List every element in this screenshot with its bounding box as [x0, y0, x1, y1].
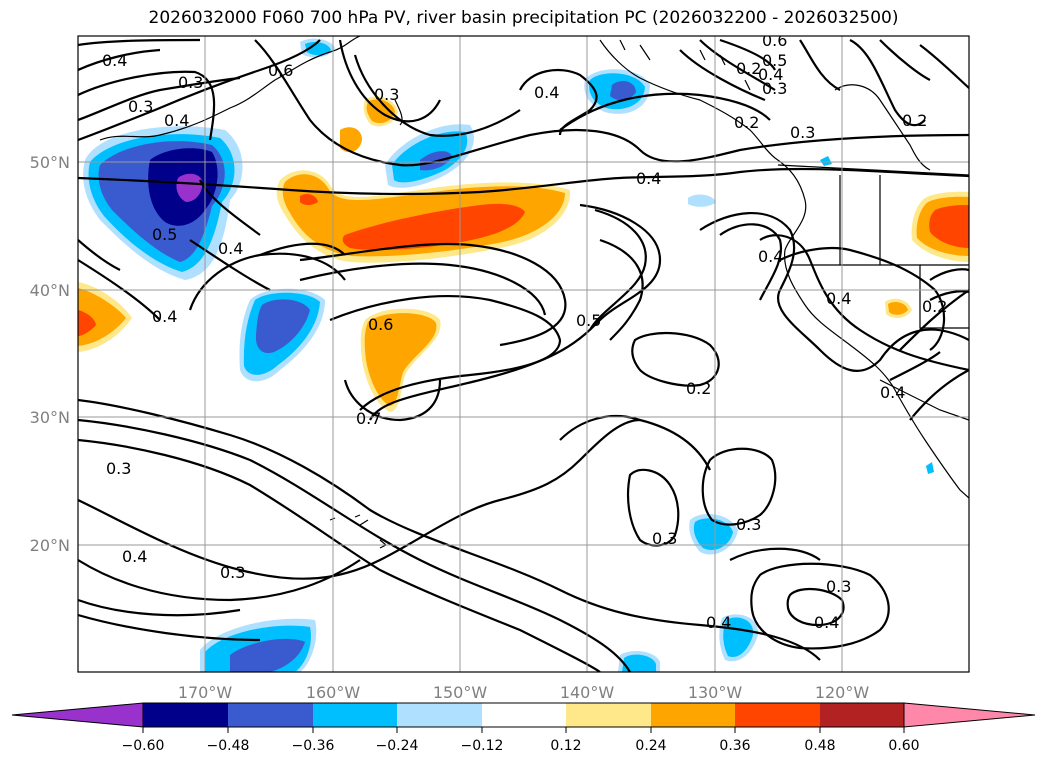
lon-tick-label: 130°W	[688, 683, 743, 702]
contour-label: 0.4	[102, 51, 127, 70]
colorbar-segment	[820, 703, 904, 727]
contour-label: 0.2	[736, 59, 761, 78]
contour-label: 0.3	[736, 515, 761, 534]
contour-label: 0.6	[762, 31, 787, 50]
colorbar-label: −0.12	[461, 738, 504, 754]
lat-tick-label: 50°N	[30, 153, 70, 172]
contour-label: 0.4	[880, 383, 905, 402]
lon-tick-label: 160°W	[306, 683, 361, 702]
contour-label: 0.4	[152, 307, 177, 326]
colorbar-label: 0.12	[550, 738, 581, 754]
positive-anomaly-central	[360, 308, 441, 412]
lon-tick-label: 140°W	[560, 683, 615, 702]
contour-label: 0.3	[762, 79, 787, 98]
colorbar-segment	[228, 703, 313, 727]
contour-label: 0.5	[576, 311, 601, 330]
pv-contours	[78, 38, 969, 672]
plot-frame	[77, 35, 970, 673]
lat-tick-label: 20°N	[30, 536, 70, 555]
longitude-tick-labels: 170°W 160°W 150°W 140°W 130°W 120°W	[178, 683, 870, 702]
contour-label: 0.3	[652, 529, 677, 548]
lat-tick-label: 30°N	[30, 408, 70, 427]
colorbar-label: 0.48	[804, 738, 835, 754]
colorbar-label: −0.24	[376, 738, 419, 754]
negative-anomaly-north-pacific	[83, 126, 243, 280]
colorbar-segment	[566, 703, 651, 727]
contour-label: 0.4	[758, 65, 783, 84]
contour-label: 0.4	[706, 613, 731, 632]
colorbar-segment	[397, 703, 482, 727]
contour-label: 0.2	[734, 113, 759, 132]
lon-tick-label: 120°W	[815, 683, 870, 702]
contour-label: 0.4	[164, 111, 189, 130]
colorbar-segment	[735, 703, 820, 727]
contour-label: 0.3	[790, 123, 815, 142]
colorbar-label: −0.36	[292, 738, 335, 754]
positive-anomaly-west-edge	[78, 282, 132, 352]
colorbar-label: −0.48	[207, 738, 250, 754]
contour-label: 0.3	[374, 85, 399, 104]
colorbar: −0.60 −0.48 −0.36 −0.24 −0.12 0.12 0.24 …	[11, 702, 1036, 754]
contour-label: 0.6	[368, 315, 393, 334]
lon-tick-label: 170°W	[178, 683, 233, 702]
contour-label: 0.2	[902, 111, 927, 130]
contour-label: 0.3	[106, 459, 131, 478]
contour-label: 0.5	[152, 225, 177, 244]
contour-label: 0.4	[534, 83, 559, 102]
contour-label: 0.7	[356, 409, 381, 428]
colorbar-label: 0.24	[635, 738, 666, 754]
latitude-tick-labels: 50°N 40°N 30°N 20°N	[30, 153, 70, 555]
contour-label: 0.3	[220, 563, 245, 582]
lat-tick-label: 40°N	[30, 281, 70, 300]
colorbar-label: 0.36	[719, 738, 750, 754]
contour-labels: 0.4 0.3 0.3 0.4 0.6 0.3 0.4 0.5 0.4 0.4 …	[102, 31, 947, 632]
contour-label: 0.3	[128, 97, 153, 116]
colorbar-segment	[313, 703, 397, 727]
contour-label: 0.6	[268, 61, 293, 80]
contour-label: 0.4	[826, 289, 851, 308]
colorbar-extend-min	[11, 702, 144, 728]
colorbar-segment	[143, 703, 228, 727]
contour-label: 0.5	[762, 51, 787, 70]
contour-label: 0.3	[178, 73, 203, 92]
colorbar-label: 0.60	[888, 738, 919, 754]
gridlines	[78, 36, 969, 672]
colorbar-label: −0.60	[122, 738, 165, 754]
colorbar-extend-max	[903, 702, 1036, 728]
positive-anomaly-jet	[276, 96, 571, 263]
negative-anomaly-alaska-coast	[584, 69, 650, 114]
plot-area: 0.4 0.3 0.3 0.4 0.6 0.3 0.4 0.5 0.4 0.4 …	[78, 31, 969, 672]
contour-label: 0.4	[814, 613, 839, 632]
lon-tick-label: 150°W	[433, 683, 488, 702]
contour-label: 0.2	[686, 379, 711, 398]
negative-anomaly-west-central	[239, 288, 325, 382]
map-title: 2026032000 F060 700 hPa PV, river basin …	[148, 8, 899, 28]
positive-anomaly-pacific-northwest	[885, 191, 969, 319]
contour-label: 0.3	[826, 577, 851, 596]
contour-label: 0.4	[758, 247, 783, 266]
colorbar-segment	[651, 703, 735, 727]
colorbar-segment	[482, 703, 566, 727]
contour-label: 0.4	[122, 547, 147, 566]
contour-label: 0.4	[636, 169, 661, 188]
contour-label: 0.2	[922, 297, 947, 316]
contour-label: 0.4	[218, 239, 243, 258]
